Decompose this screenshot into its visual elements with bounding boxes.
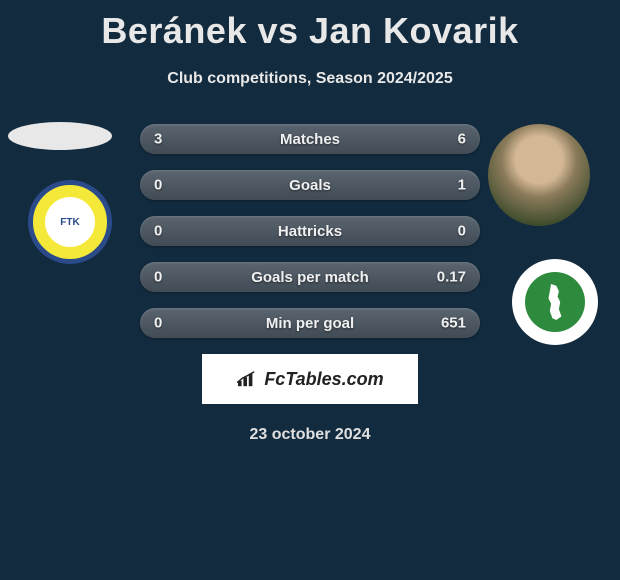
player-right-avatar [488,124,590,226]
club-badge-left: FTK [28,180,112,264]
date-label: 23 october 2024 [0,426,620,444]
stat-label: Matches [280,131,340,148]
brand-text: FcTables.com [264,369,383,390]
stat-right-value: 1 [458,177,466,194]
stat-row-matches: 3 Matches 6 [140,124,480,154]
stats-container: 3 Matches 6 0 Goals 1 0 Hattricks 0 0 Go… [140,124,480,404]
stat-left-value: 0 [154,315,162,332]
page-title: Beránek vs Jan Kovarik [0,0,620,52]
stat-left-value: 0 [154,269,162,286]
stat-left-value: 0 [154,223,162,240]
stat-row-hattricks: 0 Hattricks 0 [140,216,480,246]
stat-row-mpg: 0 Min per goal 651 [140,308,480,338]
stat-label: Min per goal [266,315,354,332]
stat-row-gpm: 0 Goals per match 0.17 [140,262,480,292]
stat-left-value: 0 [154,177,162,194]
kangaroo-icon [542,284,568,320]
subtitle: Club competitions, Season 2024/2025 [0,70,620,88]
stat-right-value: 0.17 [437,269,466,286]
stat-right-value: 651 [441,315,466,332]
stat-right-value: 6 [458,131,466,148]
player-left-avatar [8,122,112,150]
stat-row-goals: 0 Goals 1 [140,170,480,200]
stat-right-value: 0 [458,223,466,240]
brand-box: FcTables.com [202,354,418,404]
stat-label: Goals per match [251,269,369,286]
club-badge-left-text: FTK [45,197,95,247]
stat-label: Goals [289,177,331,194]
club-badge-right [512,259,598,345]
stat-label: Hattricks [278,223,342,240]
bar-chart-icon [236,370,258,388]
stat-left-value: 3 [154,131,162,148]
